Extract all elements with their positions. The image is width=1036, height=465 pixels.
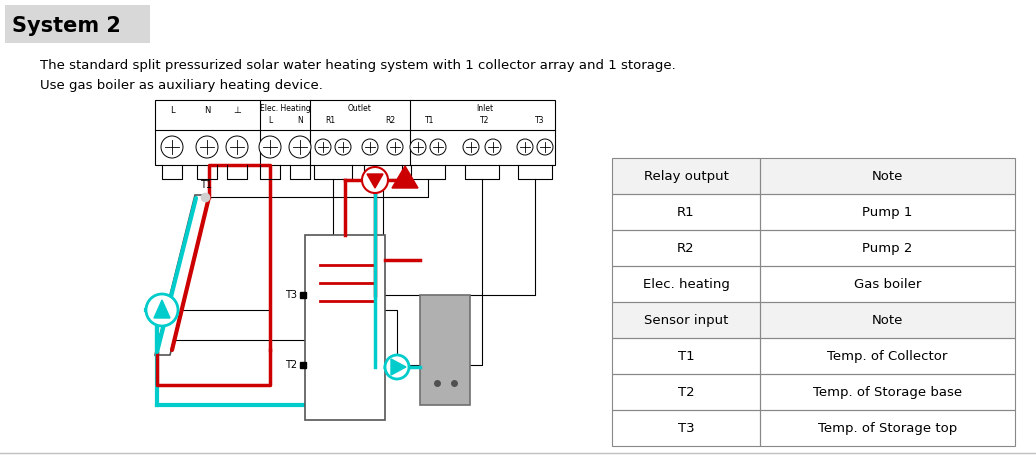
Text: System 2: System 2 bbox=[12, 16, 121, 36]
Text: T3: T3 bbox=[285, 290, 297, 300]
Circle shape bbox=[196, 136, 218, 158]
Text: Elec. heating: Elec. heating bbox=[642, 278, 729, 291]
Bar bbox=[760, 302, 1015, 338]
Text: T2: T2 bbox=[678, 385, 694, 399]
Text: R2: R2 bbox=[385, 115, 395, 125]
Bar bbox=[612, 302, 1015, 338]
Text: T3: T3 bbox=[536, 115, 545, 125]
Circle shape bbox=[485, 139, 501, 155]
Text: T2: T2 bbox=[481, 115, 490, 125]
Circle shape bbox=[289, 136, 311, 158]
Text: Sensor input: Sensor input bbox=[643, 313, 728, 326]
Text: Temp. of Storage top: Temp. of Storage top bbox=[817, 421, 957, 434]
Circle shape bbox=[315, 139, 330, 155]
Polygon shape bbox=[391, 359, 406, 375]
Text: T1: T1 bbox=[426, 115, 435, 125]
Text: R1: R1 bbox=[678, 206, 695, 219]
Bar bbox=[612, 230, 760, 266]
Text: Pump 2: Pump 2 bbox=[862, 241, 913, 254]
Text: Temp. of Storage base: Temp. of Storage base bbox=[813, 385, 962, 399]
Bar bbox=[612, 302, 760, 338]
Text: Pump 1: Pump 1 bbox=[862, 206, 913, 219]
Text: R1: R1 bbox=[325, 115, 335, 125]
Text: Gas boiler: Gas boiler bbox=[854, 278, 921, 291]
Bar bbox=[612, 266, 760, 302]
Bar bbox=[612, 158, 760, 194]
Text: Outlet: Outlet bbox=[348, 104, 372, 113]
Bar bbox=[612, 410, 760, 446]
Circle shape bbox=[537, 139, 553, 155]
Text: T1: T1 bbox=[200, 180, 212, 190]
Circle shape bbox=[387, 139, 403, 155]
Text: Note: Note bbox=[872, 170, 903, 182]
Text: Note: Note bbox=[872, 313, 903, 326]
Circle shape bbox=[463, 139, 479, 155]
Circle shape bbox=[362, 167, 388, 193]
Bar bbox=[612, 374, 760, 410]
Bar bbox=[760, 266, 1015, 302]
Text: Use gas boiler as auxiliary heating device.: Use gas boiler as auxiliary heating devi… bbox=[40, 79, 323, 92]
Text: Inlet: Inlet bbox=[477, 104, 493, 113]
Circle shape bbox=[335, 139, 351, 155]
Bar bbox=[760, 158, 1015, 194]
Polygon shape bbox=[155, 195, 210, 355]
Bar bbox=[155, 100, 555, 165]
Circle shape bbox=[146, 294, 178, 326]
Bar bbox=[760, 374, 1015, 410]
Bar bbox=[760, 338, 1015, 374]
Circle shape bbox=[410, 139, 426, 155]
Text: T2: T2 bbox=[285, 360, 297, 370]
Bar bbox=[760, 230, 1015, 266]
Text: T3: T3 bbox=[678, 421, 694, 434]
Text: R2: R2 bbox=[678, 241, 695, 254]
Text: L: L bbox=[170, 106, 174, 114]
Bar bbox=[612, 194, 760, 230]
Circle shape bbox=[362, 139, 378, 155]
Circle shape bbox=[385, 355, 409, 379]
Bar bbox=[5, 5, 150, 43]
Circle shape bbox=[259, 136, 281, 158]
Polygon shape bbox=[154, 300, 170, 318]
Bar bbox=[420, 295, 470, 405]
Polygon shape bbox=[392, 166, 418, 188]
Text: Temp. of Collector: Temp. of Collector bbox=[828, 350, 948, 363]
Text: The standard split pressurized solar water heating system with 1 collector array: The standard split pressurized solar wat… bbox=[40, 59, 675, 72]
Circle shape bbox=[226, 136, 248, 158]
Bar bbox=[760, 194, 1015, 230]
Text: ⊥: ⊥ bbox=[233, 106, 241, 114]
Text: T1: T1 bbox=[678, 350, 694, 363]
Bar bbox=[760, 410, 1015, 446]
Text: L: L bbox=[268, 115, 272, 125]
Circle shape bbox=[517, 139, 533, 155]
Bar bbox=[612, 158, 1015, 194]
Text: Elec. Heating: Elec. Heating bbox=[260, 104, 311, 113]
Text: N: N bbox=[297, 115, 303, 125]
Bar bbox=[612, 338, 760, 374]
Polygon shape bbox=[367, 174, 383, 188]
Bar bbox=[305, 235, 385, 420]
Text: Relay output: Relay output bbox=[643, 170, 728, 182]
Circle shape bbox=[161, 136, 183, 158]
Circle shape bbox=[430, 139, 447, 155]
Text: N: N bbox=[204, 106, 210, 114]
